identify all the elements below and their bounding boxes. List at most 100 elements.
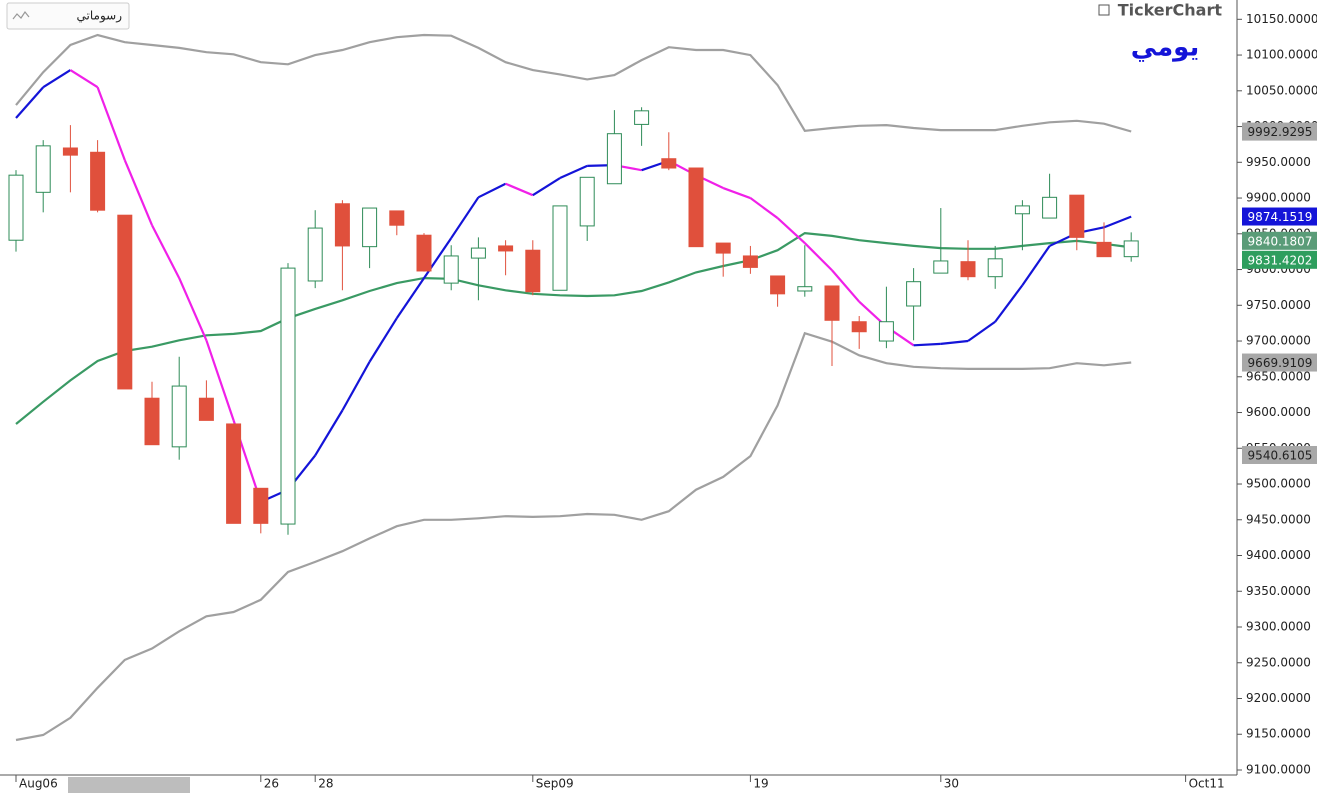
scrollbar[interactable] bbox=[68, 777, 190, 793]
candle-body bbox=[90, 151, 106, 211]
candle-body bbox=[606, 133, 622, 185]
price-tag-label: 9840.1807 bbox=[1248, 234, 1313, 248]
trend-line-segment bbox=[831, 269, 861, 303]
price-tag-label: 9992.9295 bbox=[1248, 125, 1313, 139]
band-line bbox=[15, 231, 1132, 425]
candle-body bbox=[797, 286, 813, 292]
y-tick-label: 9700.0000 bbox=[1246, 334, 1311, 348]
y-tick-label: 9650.0000 bbox=[1246, 369, 1311, 383]
trend-line-segment bbox=[749, 197, 779, 219]
price-tag-label: 9874.1519 bbox=[1248, 210, 1313, 224]
candle-body bbox=[824, 285, 840, 321]
y-tick-label: 10150.0000 bbox=[1246, 12, 1317, 26]
trend-line-segment bbox=[123, 159, 154, 226]
trend-line-segment bbox=[940, 339, 969, 345]
trend-line-segment bbox=[505, 182, 534, 197]
candle-body bbox=[416, 234, 432, 272]
candle-body bbox=[525, 249, 541, 293]
candle-body bbox=[552, 205, 568, 291]
trend-line-segment bbox=[151, 224, 181, 279]
y-tick-label: 10100.0000 bbox=[1246, 48, 1317, 62]
price-tag-label: 9831.4202 bbox=[1248, 253, 1313, 267]
trend-line-segment bbox=[15, 86, 45, 119]
trend-line-segment bbox=[804, 242, 833, 272]
price-tag bbox=[1242, 445, 1317, 464]
candle-body bbox=[35, 145, 51, 193]
x-tick-label: 28 bbox=[318, 777, 333, 791]
band-line bbox=[15, 331, 1132, 742]
y-tick-label: 9600.0000 bbox=[1246, 405, 1311, 419]
trend-line-segment bbox=[395, 277, 425, 319]
price-tag bbox=[1242, 231, 1317, 250]
trend-line-segment bbox=[368, 317, 398, 363]
trend-line-segment bbox=[776, 217, 806, 244]
price-tag bbox=[1242, 207, 1317, 226]
band-line bbox=[15, 33, 1132, 133]
candle-body bbox=[634, 110, 650, 125]
candle-body bbox=[389, 210, 405, 226]
trend-line-segment bbox=[205, 339, 235, 421]
y-tick-label: 9900.0000 bbox=[1246, 191, 1311, 205]
candle-body bbox=[1096, 241, 1112, 258]
brand: TickerChart bbox=[1118, 1, 1223, 20]
y-tick-label: 9400.0000 bbox=[1246, 548, 1311, 562]
y-tick-label: 9350.0000 bbox=[1246, 584, 1311, 598]
trend-line-segment bbox=[42, 69, 71, 89]
candle-body bbox=[661, 158, 677, 169]
candle-body bbox=[498, 245, 514, 252]
button-frame[interactable] bbox=[6, 2, 130, 30]
trend-line-segment bbox=[994, 284, 1024, 323]
trend-line-segment bbox=[532, 177, 561, 197]
trend-line-segment bbox=[314, 409, 344, 456]
candle-body bbox=[117, 214, 133, 390]
candle-body bbox=[1042, 196, 1058, 219]
candle-body bbox=[770, 275, 786, 295]
trend-line-segment bbox=[1103, 215, 1132, 229]
y-tick-label: 9100.0000 bbox=[1246, 762, 1311, 776]
y-tick-label: 9300.0000 bbox=[1246, 620, 1311, 634]
candle-body bbox=[443, 255, 459, 284]
candle-body bbox=[470, 247, 486, 259]
candle-body bbox=[1069, 194, 1085, 238]
x-tick-label: 26 bbox=[264, 777, 279, 791]
period-label: يومي bbox=[1131, 33, 1199, 63]
trend-line-segment bbox=[178, 277, 208, 341]
candle-body bbox=[362, 207, 378, 248]
y-tick-label: 9500.0000 bbox=[1246, 477, 1311, 491]
candle-body bbox=[742, 255, 758, 268]
x-tick-label: 30 bbox=[944, 777, 959, 791]
x-tick-label: Sep09 bbox=[536, 777, 574, 791]
candle-body bbox=[906, 281, 922, 307]
candle-body bbox=[1014, 205, 1030, 215]
price-tag bbox=[1242, 353, 1317, 372]
x-tick-label: Aug06 bbox=[19, 777, 58, 791]
candle-body bbox=[62, 147, 78, 156]
trend-line-segment bbox=[913, 342, 941, 347]
candle-body bbox=[1123, 240, 1139, 258]
drawings-button[interactable]: رسوماتي bbox=[6, 2, 130, 30]
price-tag-label: 9669.9109 bbox=[1248, 356, 1313, 370]
x-tick-label: Oct11 bbox=[1189, 777, 1225, 791]
candle-body bbox=[579, 176, 595, 227]
button-label[interactable]: رسوماتي bbox=[77, 9, 123, 24]
candle-body bbox=[226, 423, 242, 524]
y-tick-label: 9750.0000 bbox=[1246, 298, 1311, 312]
trend-line-segment bbox=[450, 196, 480, 239]
candle-body bbox=[715, 242, 731, 254]
y-tick-label: 9950.0000 bbox=[1246, 155, 1311, 169]
candle-body bbox=[280, 267, 296, 525]
candle-body bbox=[253, 487, 269, 524]
candle-body bbox=[307, 227, 323, 282]
y-tick-label: 9450.0000 bbox=[1246, 512, 1311, 526]
price-tag-label: 9540.6105 bbox=[1248, 448, 1313, 462]
trend-line-segment bbox=[559, 164, 588, 180]
trend-line-segment bbox=[477, 182, 507, 199]
trend-line-segment bbox=[967, 320, 996, 342]
brand-icon bbox=[1098, 4, 1110, 16]
trend-line-segment bbox=[69, 69, 99, 89]
button-icon bbox=[12, 10, 30, 20]
candle-body bbox=[960, 261, 976, 278]
candle-body bbox=[144, 397, 160, 446]
candle-body bbox=[987, 258, 1003, 278]
